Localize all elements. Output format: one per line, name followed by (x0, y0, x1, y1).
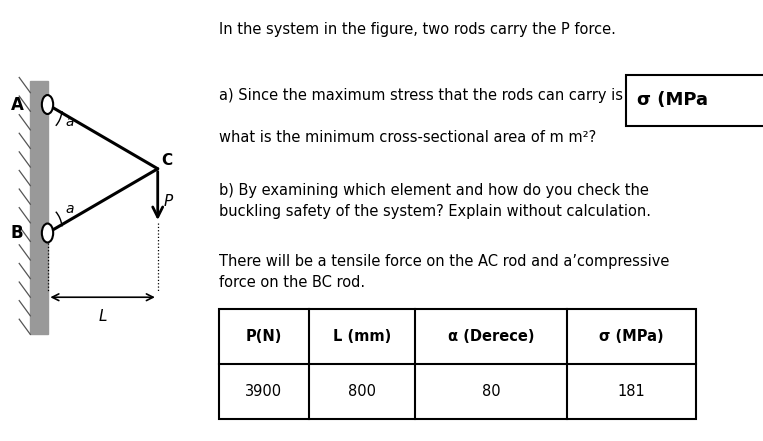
Text: C: C (161, 153, 172, 168)
Text: There will be a tensile force on the AC rod and aʼcompressive
force on the BC ro: There will be a tensile force on the AC … (219, 254, 669, 290)
Circle shape (42, 95, 53, 114)
Bar (31, 81, 47, 334)
Text: P(N): P(N) (246, 329, 282, 344)
Text: $P$: $P$ (163, 193, 175, 209)
Circle shape (42, 224, 53, 243)
Text: In the system in the figure, two rods carry the P force.: In the system in the figure, two rods ca… (219, 22, 616, 37)
Text: 800: 800 (348, 384, 376, 399)
Text: L (mm): L (mm) (333, 329, 391, 344)
Text: what is the minimum cross-sectional area of m m²?: what is the minimum cross-sectional area… (219, 130, 596, 145)
Text: b) By examining which element and how do you check the
buckling safety of the sy: b) By examining which element and how do… (219, 183, 651, 219)
Text: α (Derece): α (Derece) (448, 329, 534, 344)
Text: A: A (11, 96, 24, 113)
Text: 80: 80 (481, 384, 501, 399)
Text: a) Since the maximum stress that the rods can carry is: a) Since the maximum stress that the rod… (219, 88, 623, 103)
Text: $L$: $L$ (98, 308, 108, 324)
Text: $a$: $a$ (65, 202, 74, 216)
Text: 3900: 3900 (246, 384, 282, 399)
Text: σ (MPa): σ (MPa) (599, 329, 664, 344)
Text: B: B (11, 224, 24, 242)
Bar (219, 309, 696, 419)
Bar (626, 75, 763, 126)
Text: 181: 181 (617, 384, 645, 399)
Text: $a$: $a$ (65, 116, 74, 130)
Text: σ (MPa: σ (MPa (637, 91, 708, 109)
